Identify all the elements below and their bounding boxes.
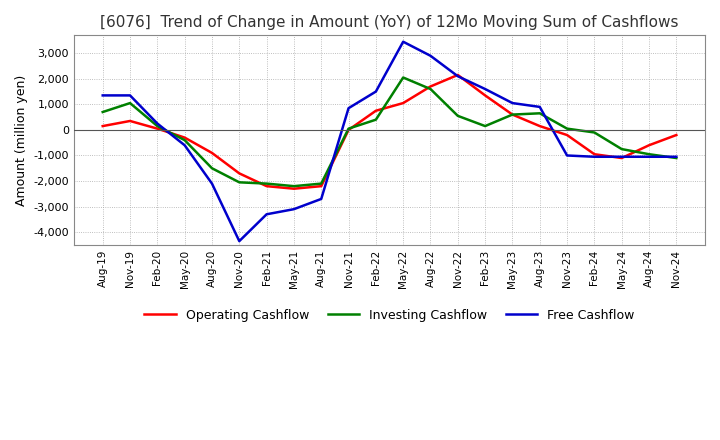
Investing Cashflow [344, 126, 353, 131]
Operating Cashflow [153, 126, 162, 131]
Free Cashflow [563, 153, 572, 158]
Title: [6076]  Trend of Change in Amount (YoY) of 12Mo Moving Sum of Cashflows: [6076] Trend of Change in Amount (YoY) o… [100, 15, 679, 30]
Free Cashflow [344, 106, 353, 111]
Operating Cashflow [289, 186, 298, 191]
Free Cashflow [481, 86, 490, 92]
Investing Cashflow [508, 112, 517, 117]
Operating Cashflow [617, 155, 626, 161]
Investing Cashflow [617, 147, 626, 152]
Operating Cashflow [317, 183, 325, 189]
Line: Investing Cashflow: Investing Cashflow [103, 77, 676, 186]
Operating Cashflow [207, 150, 216, 156]
Free Cashflow [372, 89, 380, 94]
Free Cashflow [180, 143, 189, 148]
Investing Cashflow [481, 124, 490, 129]
Investing Cashflow [180, 138, 189, 143]
Investing Cashflow [262, 181, 271, 186]
Operating Cashflow [372, 108, 380, 114]
Operating Cashflow [644, 143, 653, 148]
Operating Cashflow [481, 93, 490, 98]
Investing Cashflow [399, 75, 408, 80]
Operating Cashflow [99, 124, 107, 129]
Y-axis label: Amount (million yen): Amount (million yen) [15, 74, 28, 206]
Investing Cashflow [372, 117, 380, 122]
Investing Cashflow [563, 126, 572, 131]
Operating Cashflow [235, 171, 243, 176]
Free Cashflow [289, 206, 298, 212]
Operating Cashflow [262, 183, 271, 189]
Operating Cashflow [126, 118, 135, 124]
Investing Cashflow [644, 151, 653, 157]
Investing Cashflow [99, 110, 107, 115]
Line: Operating Cashflow: Operating Cashflow [103, 75, 676, 189]
Investing Cashflow [317, 181, 325, 186]
Free Cashflow [99, 93, 107, 98]
Free Cashflow [508, 100, 517, 106]
Free Cashflow [235, 238, 243, 244]
Investing Cashflow [590, 130, 599, 135]
Free Cashflow [153, 121, 162, 126]
Free Cashflow [454, 73, 462, 79]
Free Cashflow [590, 154, 599, 159]
Free Cashflow [207, 181, 216, 186]
Investing Cashflow [153, 124, 162, 129]
Investing Cashflow [235, 180, 243, 185]
Investing Cashflow [672, 155, 680, 161]
Investing Cashflow [536, 111, 544, 116]
Investing Cashflow [207, 165, 216, 171]
Operating Cashflow [563, 132, 572, 138]
Operating Cashflow [180, 135, 189, 140]
Free Cashflow [536, 104, 544, 110]
Free Cashflow [126, 93, 135, 98]
Free Cashflow [617, 154, 626, 159]
Operating Cashflow [426, 84, 435, 89]
Free Cashflow [399, 39, 408, 44]
Line: Free Cashflow: Free Cashflow [103, 42, 676, 241]
Operating Cashflow [399, 100, 408, 106]
Investing Cashflow [426, 86, 435, 92]
Free Cashflow [426, 53, 435, 59]
Investing Cashflow [289, 183, 298, 189]
Investing Cashflow [126, 100, 135, 106]
Operating Cashflow [672, 132, 680, 138]
Operating Cashflow [454, 72, 462, 77]
Investing Cashflow [454, 113, 462, 118]
Free Cashflow [644, 154, 653, 159]
Operating Cashflow [508, 112, 517, 117]
Operating Cashflow [344, 127, 353, 132]
Free Cashflow [317, 196, 325, 202]
Operating Cashflow [590, 151, 599, 157]
Legend: Operating Cashflow, Investing Cashflow, Free Cashflow: Operating Cashflow, Investing Cashflow, … [140, 304, 639, 327]
Operating Cashflow [536, 124, 544, 129]
Free Cashflow [262, 212, 271, 217]
Free Cashflow [672, 154, 680, 159]
